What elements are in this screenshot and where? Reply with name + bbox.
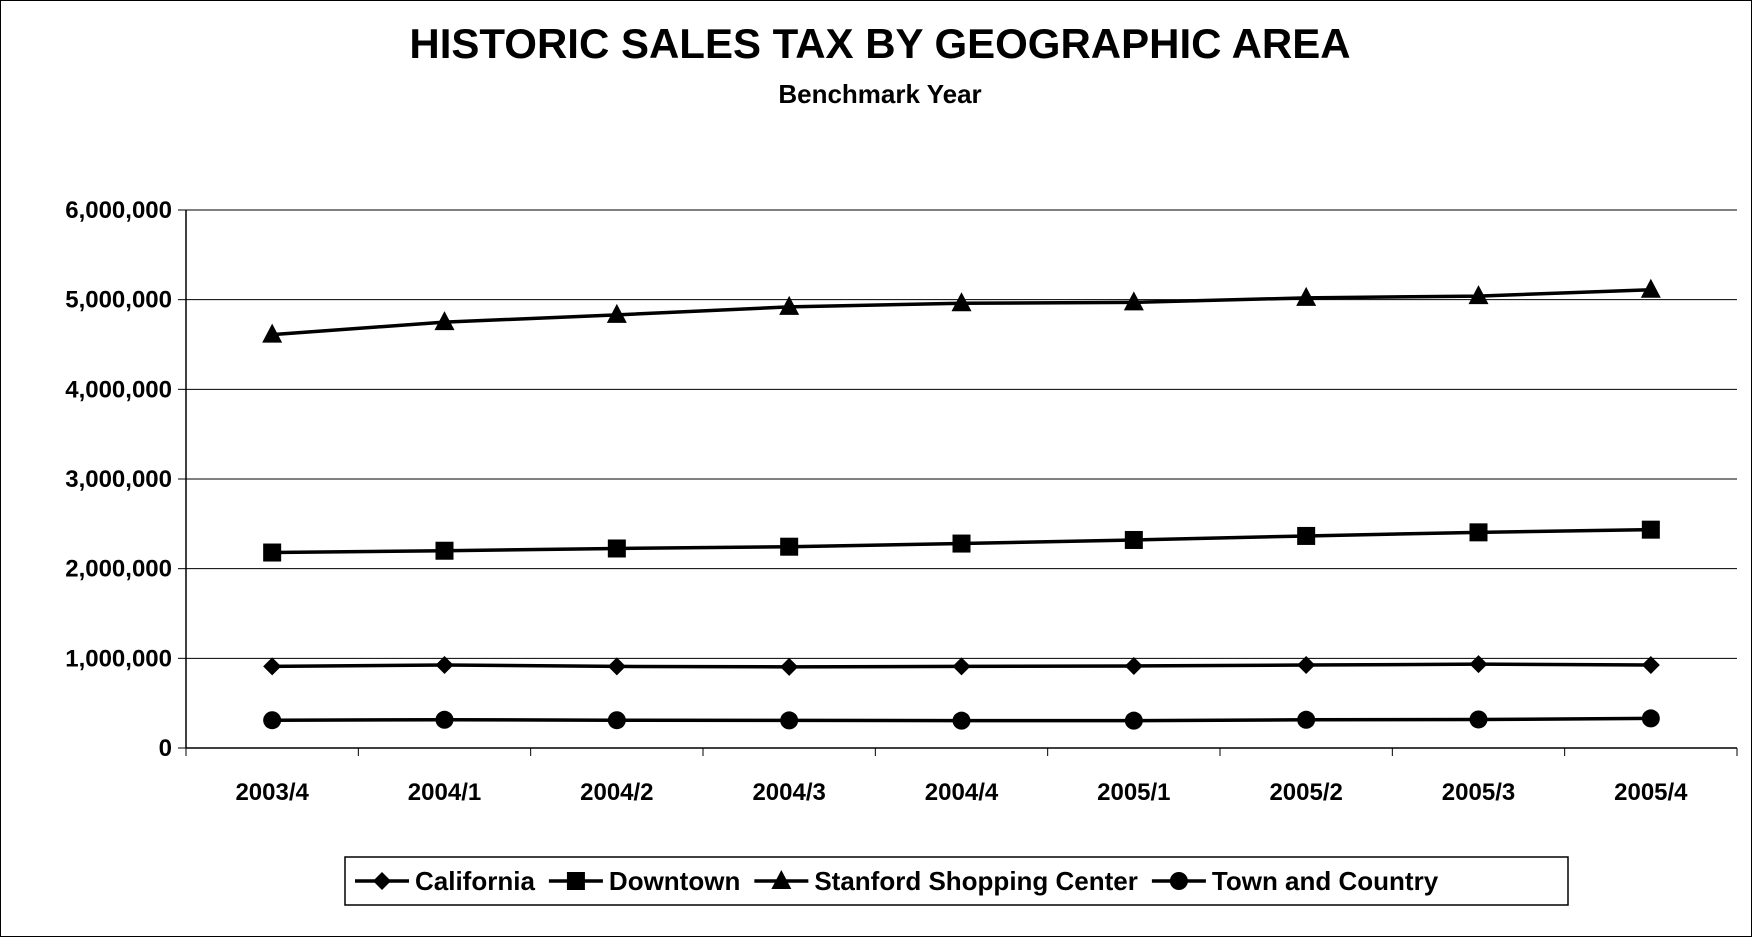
data-point-downtown	[1641, 520, 1660, 539]
data-point-california	[1297, 656, 1316, 675]
data-point-california	[1469, 655, 1488, 674]
x-tick-label: 2005/1	[1097, 779, 1170, 806]
y-tick-label: 4,000,000	[65, 376, 172, 403]
data-point-downtown	[607, 539, 626, 558]
data-point-stanford-shopping-center	[1296, 286, 1317, 306]
legend-marker-downtown	[566, 872, 585, 890]
legend: California Downtown Stanford Shopping Cent…	[344, 856, 1569, 906]
data-point-stanford-shopping-center	[951, 292, 972, 312]
chart-subtitle: Benchmark Year	[778, 79, 981, 109]
x-tick-label: 2005/4	[1614, 779, 1688, 806]
data-point-downtown	[780, 537, 799, 556]
data-point-california	[780, 657, 799, 676]
data-point-stanford-shopping-center	[1640, 278, 1661, 298]
data-point-stanford-shopping-center	[779, 295, 800, 315]
data-point-downtown	[1124, 530, 1143, 549]
gridlines	[186, 209, 1737, 659]
data-point-downtown	[1469, 523, 1488, 542]
x-tick-label: 2004/2	[580, 779, 653, 806]
y-tick-label: 2,000,000	[65, 556, 172, 583]
data-point-downtown	[435, 541, 454, 560]
data-point-town-and-country	[1297, 710, 1316, 729]
data-point-stanford-shopping-center	[434, 311, 455, 331]
data-point-town-and-country	[780, 711, 799, 730]
data-point-town-and-country	[1124, 711, 1143, 730]
legend-box	[344, 856, 1569, 906]
y-tick-label: 5,000,000	[65, 287, 172, 314]
y-tick-label: 6,000,000	[65, 197, 172, 224]
data-point-town-and-country	[263, 711, 282, 730]
data-point-california	[607, 657, 626, 676]
x-tick-label: 2005/2	[1269, 779, 1342, 806]
data-point-california	[435, 656, 454, 675]
data-point-town-and-country	[1641, 709, 1660, 728]
data-point-stanford-shopping-center	[1123, 291, 1144, 311]
data-point-downtown	[263, 543, 282, 562]
legend-marker-stanford-shopping-center	[771, 870, 792, 889]
chart-title: HISTORIC SALES TAX BY GEOGRAPHIC AREA	[409, 20, 1350, 67]
data-point-town-and-country	[1469, 710, 1488, 729]
y-tick-label: 0	[159, 735, 172, 762]
data-point-town-and-country	[952, 711, 971, 730]
legend-marker-california	[373, 872, 391, 890]
data-point-stanford-shopping-center	[262, 323, 283, 343]
axes: 0 1,000,000 2,000,000 3,000,000 4,000,000 5,0…	[65, 197, 1738, 806]
x-tick-label: 2004/3	[752, 779, 825, 806]
x-tick-label: 2004/1	[408, 779, 481, 806]
legend-marker-town-and-country	[1169, 872, 1188, 890]
data-point-stanford-shopping-center	[1468, 285, 1489, 305]
y-tick-label: 1,000,000	[65, 645, 172, 672]
data-point-california	[263, 657, 282, 676]
data-point-stanford-shopping-center	[606, 303, 627, 323]
data-point-california	[952, 657, 971, 676]
legend-label-stanford-shopping-center: Stanford Shopping Center	[814, 866, 1138, 896]
legend-label-downtown: Downtown	[609, 866, 740, 896]
legend-label-town-and-country: Town and Country	[1212, 866, 1439, 896]
data-point-town-and-country	[435, 710, 454, 729]
x-tick-label: 2003/4	[235, 779, 309, 806]
data-point-downtown	[1297, 526, 1316, 545]
data-point-california	[1641, 656, 1660, 675]
data-point-town-and-country	[607, 711, 626, 730]
y-tick-label: 3,000,000	[65, 466, 172, 493]
legend-label-california: California	[415, 866, 535, 896]
x-tick-label: 2004/4	[925, 779, 999, 806]
data-point-california	[1124, 656, 1143, 675]
x-tick-label: 2005/3	[1442, 779, 1515, 806]
series-lines	[262, 278, 1661, 730]
data-point-downtown	[952, 534, 971, 553]
